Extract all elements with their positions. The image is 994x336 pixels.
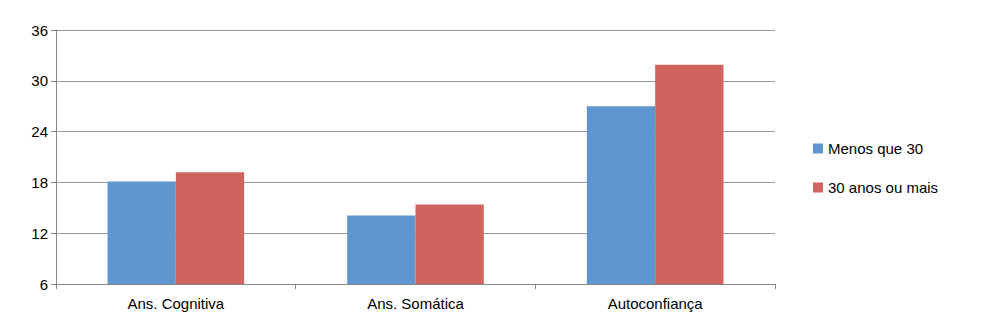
- svg-text:Ans. Cognitiva: Ans. Cognitiva: [127, 295, 224, 312]
- svg-text:36: 36: [31, 22, 48, 39]
- svg-text:6: 6: [40, 276, 48, 293]
- svg-text:24: 24: [31, 123, 48, 140]
- svg-text:30: 30: [31, 72, 48, 89]
- svg-text:Ans. Somática: Ans. Somática: [367, 295, 464, 312]
- svg-text:12: 12: [31, 225, 48, 242]
- svg-text:30 anos ou mais: 30 anos ou mais: [828, 179, 938, 196]
- svg-text:Autoconfiança: Autoconfiança: [608, 295, 704, 312]
- svg-text:Menos que 30: Menos que 30: [828, 140, 923, 157]
- svg-text:18: 18: [31, 174, 48, 191]
